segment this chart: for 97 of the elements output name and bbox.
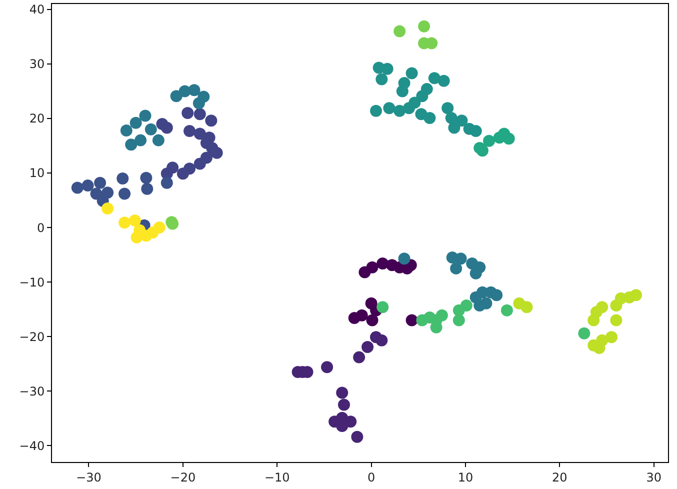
point (192, 97, 205, 110)
point (450, 262, 462, 274)
point (483, 134, 496, 147)
point (588, 314, 600, 326)
point (452, 314, 465, 326)
y-tick-label: 20 (29, 112, 45, 126)
point (210, 146, 223, 159)
point (502, 132, 515, 145)
point (490, 289, 503, 302)
point (362, 340, 374, 353)
point (338, 398, 350, 411)
point (321, 361, 334, 374)
point (442, 102, 454, 114)
point (500, 304, 513, 316)
point (376, 334, 388, 346)
point (460, 300, 472, 312)
point (438, 74, 450, 87)
x-tick-label: 20 (552, 470, 568, 484)
point (188, 84, 200, 96)
point (182, 107, 194, 120)
point (102, 202, 114, 214)
point (144, 123, 157, 136)
point (134, 134, 147, 146)
point (416, 90, 428, 102)
point (102, 186, 114, 199)
point (520, 301, 533, 314)
point (383, 102, 396, 114)
point (376, 73, 388, 86)
point (116, 172, 129, 184)
point (610, 300, 622, 312)
point (94, 176, 106, 189)
point (398, 252, 410, 265)
point (630, 289, 642, 302)
y-tick-label: −10 (19, 275, 45, 290)
y-tick-label: 0 (36, 220, 45, 235)
point (130, 116, 142, 129)
point (130, 231, 143, 244)
point (205, 114, 218, 127)
x-tick-label: 10 (458, 470, 474, 484)
point (428, 72, 440, 84)
point (120, 124, 132, 136)
point (424, 112, 436, 124)
point (578, 327, 590, 340)
point (71, 182, 84, 194)
point (436, 309, 448, 322)
point (470, 125, 482, 138)
x-tick-label: −10 (264, 470, 290, 484)
point (454, 252, 467, 265)
y-tick-label: 10 (29, 166, 45, 180)
point (456, 114, 468, 127)
point (118, 188, 131, 200)
point (118, 216, 131, 229)
point (476, 144, 488, 157)
point (356, 309, 368, 322)
x-tick-label: −30 (76, 470, 102, 484)
point (125, 138, 138, 151)
point (176, 168, 189, 180)
point (128, 214, 141, 226)
y-tick-label: 40 (29, 2, 45, 17)
y-tick-label: −40 (19, 438, 45, 453)
point (353, 351, 366, 364)
point (140, 172, 152, 184)
point (351, 430, 364, 443)
point (480, 297, 492, 310)
point (381, 62, 394, 75)
point (152, 134, 164, 146)
point (141, 182, 154, 195)
point (394, 25, 406, 38)
point (396, 85, 408, 98)
point (194, 128, 206, 140)
point (153, 222, 166, 234)
point (160, 176, 173, 189)
point (610, 314, 622, 326)
x-tick-label: −20 (170, 470, 196, 484)
y-tick-label: −20 (19, 330, 45, 344)
x-tick-label: 30 (646, 470, 662, 484)
point (605, 331, 618, 344)
point (366, 314, 378, 326)
point (448, 122, 460, 134)
point (82, 180, 94, 192)
y-tick-label: −30 (19, 384, 45, 398)
point (194, 108, 206, 120)
x-tick-label: 0 (367, 470, 376, 484)
point (406, 314, 418, 326)
point (370, 104, 382, 117)
point (406, 67, 418, 80)
point (160, 122, 173, 134)
point (184, 125, 196, 138)
y-tick-label: 30 (29, 57, 45, 72)
point (366, 261, 378, 274)
point (394, 104, 406, 117)
point (418, 20, 430, 32)
point (408, 96, 421, 109)
point (336, 386, 348, 399)
point (376, 301, 389, 314)
point (194, 158, 206, 170)
point (139, 110, 152, 122)
